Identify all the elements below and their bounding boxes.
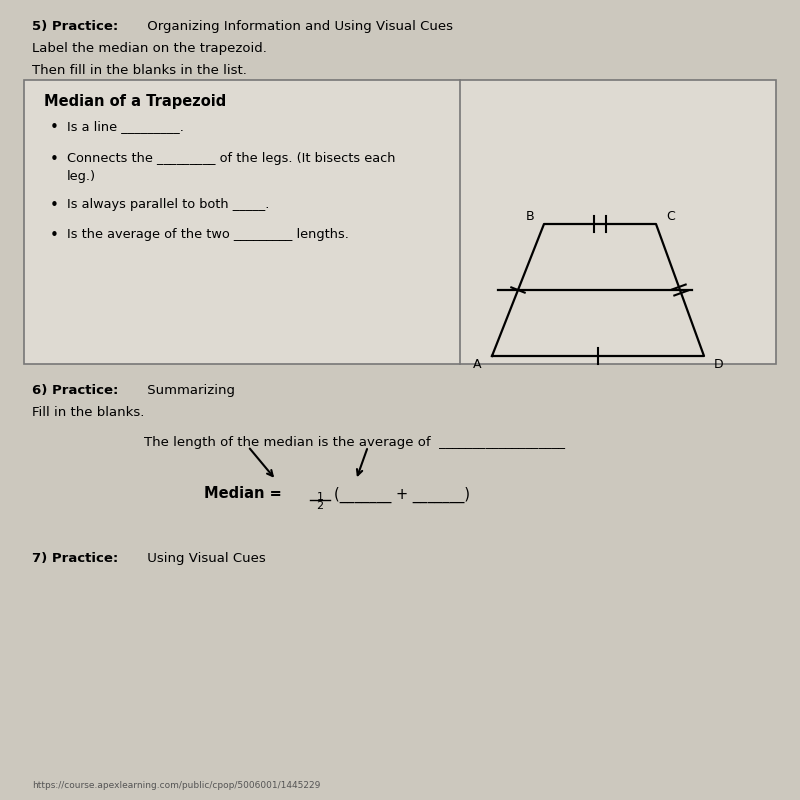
Text: (_______ + _______): (_______ + _______)	[334, 486, 470, 502]
Text: Organizing Information and Using Visual Cues: Organizing Information and Using Visual …	[143, 20, 454, 33]
Text: Summarizing: Summarizing	[143, 384, 235, 397]
Text: Fill in the blanks.: Fill in the blanks.	[32, 406, 144, 418]
Text: Using Visual Cues: Using Visual Cues	[143, 552, 266, 565]
Text: Is always parallel to both _____.: Is always parallel to both _____.	[67, 198, 270, 210]
Text: 6) Practice:: 6) Practice:	[32, 384, 118, 397]
FancyBboxPatch shape	[24, 80, 776, 364]
Text: 2: 2	[317, 501, 323, 511]
Text: https://course.apexlearning.com/public/cpop/5006001/1445229: https://course.apexlearning.com/public/c…	[32, 782, 320, 790]
Text: Median =: Median =	[204, 486, 287, 502]
Text: A: A	[474, 358, 482, 371]
Text: 1: 1	[317, 492, 323, 502]
Text: •: •	[50, 198, 58, 213]
Text: 7) Practice:: 7) Practice:	[32, 552, 118, 565]
Text: B: B	[526, 210, 534, 223]
Text: Median of a Trapezoid: Median of a Trapezoid	[44, 94, 226, 109]
Text: D: D	[714, 358, 723, 371]
Text: •: •	[50, 120, 58, 135]
Text: leg.): leg.)	[67, 170, 96, 183]
Text: •: •	[50, 228, 58, 243]
Text: Then fill in the blanks in the list.: Then fill in the blanks in the list.	[32, 64, 247, 77]
Text: Is the average of the two _________ lengths.: Is the average of the two _________ leng…	[67, 228, 349, 241]
Text: Is a line _________.: Is a line _________.	[67, 120, 184, 133]
Text: The length of the median is the average of  ___________________: The length of the median is the average …	[144, 436, 565, 449]
Text: Label the median on the trapezoid.: Label the median on the trapezoid.	[32, 42, 267, 55]
Text: Connects the _________ of the legs. (It bisects each: Connects the _________ of the legs. (It …	[67, 152, 396, 165]
Text: •: •	[50, 152, 58, 167]
Text: 5) Practice:: 5) Practice:	[32, 20, 118, 33]
Text: C: C	[666, 210, 674, 223]
